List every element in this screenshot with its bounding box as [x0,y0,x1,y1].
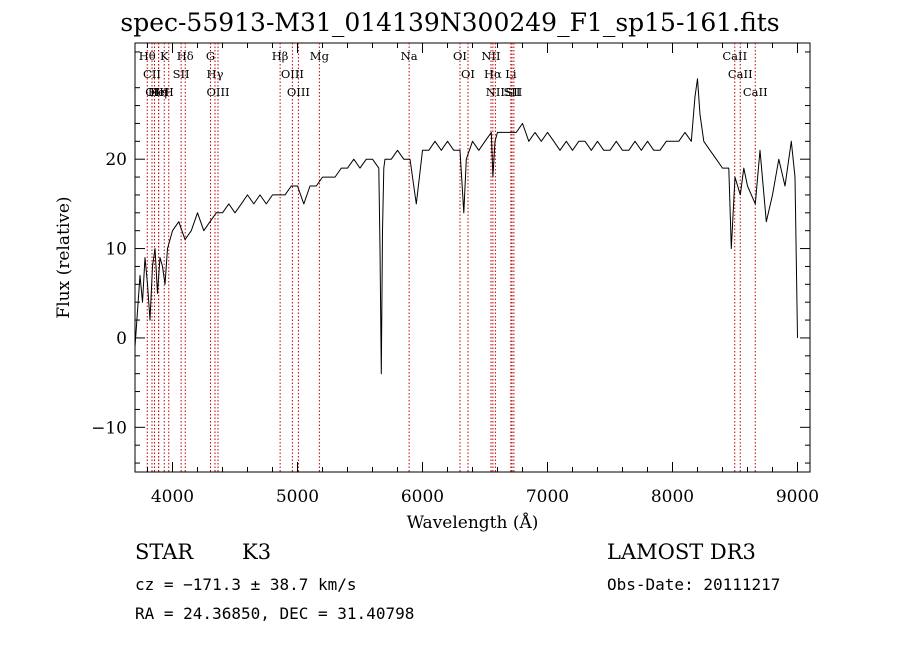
y-tick-label: 10 [105,240,127,260]
line-label: NII [481,49,500,63]
line-label: Hα [484,67,502,81]
line-label: H [164,85,174,99]
line-label: SII [173,67,190,81]
line-label: Hη [150,85,167,99]
line-label: Hγ [207,67,224,81]
y-tick-label: 20 [105,150,127,170]
survey-name: LAMOST DR3 [607,540,756,564]
chart-title: spec-55913-M31_014139N300249_F1_sp15-161… [120,8,780,37]
line-label: Hθ [139,49,156,63]
obs-date-text: Obs-Date: 20111217 [607,575,781,594]
x-tick-label: 9000 [776,487,819,507]
line-label: NII [486,85,505,99]
object-class: STAR [135,540,194,564]
spectrum-line [134,78,798,375]
line-label: Li [505,67,517,81]
line-label: OII [145,85,164,99]
line-label: CaII [743,85,768,99]
y-tick-label: −10 [91,418,127,438]
x-axis-label: Wavelength (Å) [407,512,539,533]
line-label: SII [504,85,521,99]
line-label: Hβ [272,49,289,63]
line-label: Mg [310,49,330,63]
spectral-line-markers [146,43,756,472]
x-tick-label: 4000 [151,487,194,507]
line-label: OI [461,67,475,81]
line-label: OIII [206,85,229,99]
axes-layer: 4000 5000 6000 7000 8000 9000 −10 0 10 20 [91,43,819,507]
x-tick-label: 7000 [526,487,569,507]
line-label: Hδ [177,49,194,63]
x-tick-label: 5000 [276,487,319,507]
radec-text: RA = 24.36850, DEC = 31.40798 [135,604,415,623]
object-subclass: K3 [242,540,272,564]
line-label: OI [453,49,467,63]
y-tick-label: 0 [116,329,127,349]
line-label: CaII [728,67,753,81]
redshift-text: cz = −171.3 ± 38.7 km/s [135,575,357,594]
line-label: G [206,49,215,63]
line-label: K [160,49,169,63]
line-label: OIII [287,85,310,99]
plot-frame [134,42,811,473]
line-label: CII [143,67,161,81]
line-label: CaII [722,49,747,63]
series-layer [134,78,798,375]
plot-border [134,42,811,473]
line-label: OIII [281,67,304,81]
y-axis-label: Flux (relative) [54,196,74,318]
line-label: Na [401,49,418,63]
x-tick-label: 8000 [651,487,694,507]
line-label: HeI [148,85,169,99]
line-label: SII [505,85,522,99]
x-tick-label: 6000 [401,487,444,507]
